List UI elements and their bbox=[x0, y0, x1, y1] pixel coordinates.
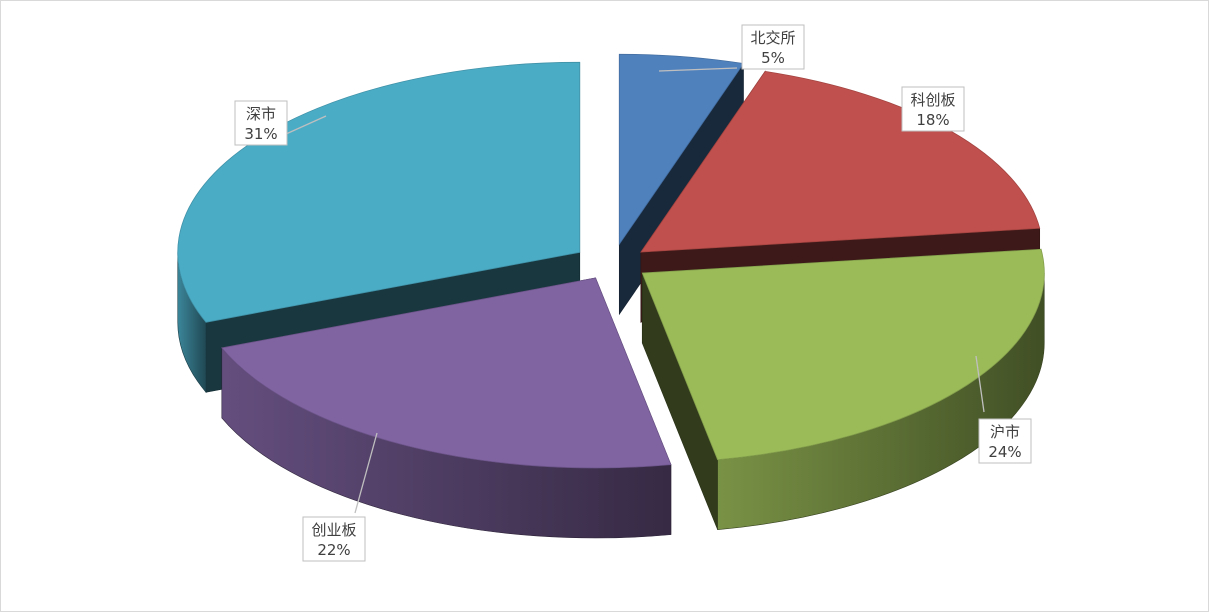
slice-3-top bbox=[221, 277, 672, 469]
callout-0-box bbox=[741, 24, 805, 70]
callout-3-percent: 22% bbox=[317, 541, 350, 559]
callout-3: 创业板 22% bbox=[302, 432, 378, 562]
callout-2-percent: 24% bbox=[988, 443, 1021, 461]
callout-4-leader bbox=[285, 115, 327, 135]
callout-4-box bbox=[234, 100, 288, 146]
slice-2 bbox=[641, 248, 1045, 531]
slice-2-top bbox=[641, 248, 1045, 461]
callout-2-category: 沪市 bbox=[990, 423, 1020, 441]
slice-3 bbox=[221, 277, 672, 539]
callout-0: 北交所 5% bbox=[658, 24, 805, 72]
callout-1-box bbox=[901, 86, 965, 132]
callout-2: 沪市 24% bbox=[975, 355, 1032, 464]
callout-4-category: 深市 bbox=[246, 105, 276, 123]
callout-4-percent: 31% bbox=[244, 125, 277, 143]
callout-3-category: 创业板 bbox=[311, 521, 356, 539]
callout-2-box bbox=[978, 418, 1032, 464]
callout-3-box bbox=[302, 516, 366, 562]
callout-4: 深市 31% bbox=[234, 100, 327, 146]
labels-layer: 北交所 5% 科创板 18% 沪市 24% 创业板 22% 深市 31% bbox=[234, 24, 1032, 562]
callout-0-percent: 5% bbox=[761, 49, 785, 67]
callout-0-leader bbox=[658, 67, 738, 72]
callout-1-percent: 18% bbox=[916, 111, 949, 129]
callout-1-category: 科创板 bbox=[910, 91, 955, 109]
callout-0-category: 北交所 bbox=[750, 29, 795, 47]
slices-layer bbox=[177, 53, 1045, 539]
callout-1: 科创板 18% bbox=[901, 86, 965, 132]
callout-2-leader bbox=[975, 355, 985, 413]
callout-3-leader bbox=[354, 432, 378, 514]
